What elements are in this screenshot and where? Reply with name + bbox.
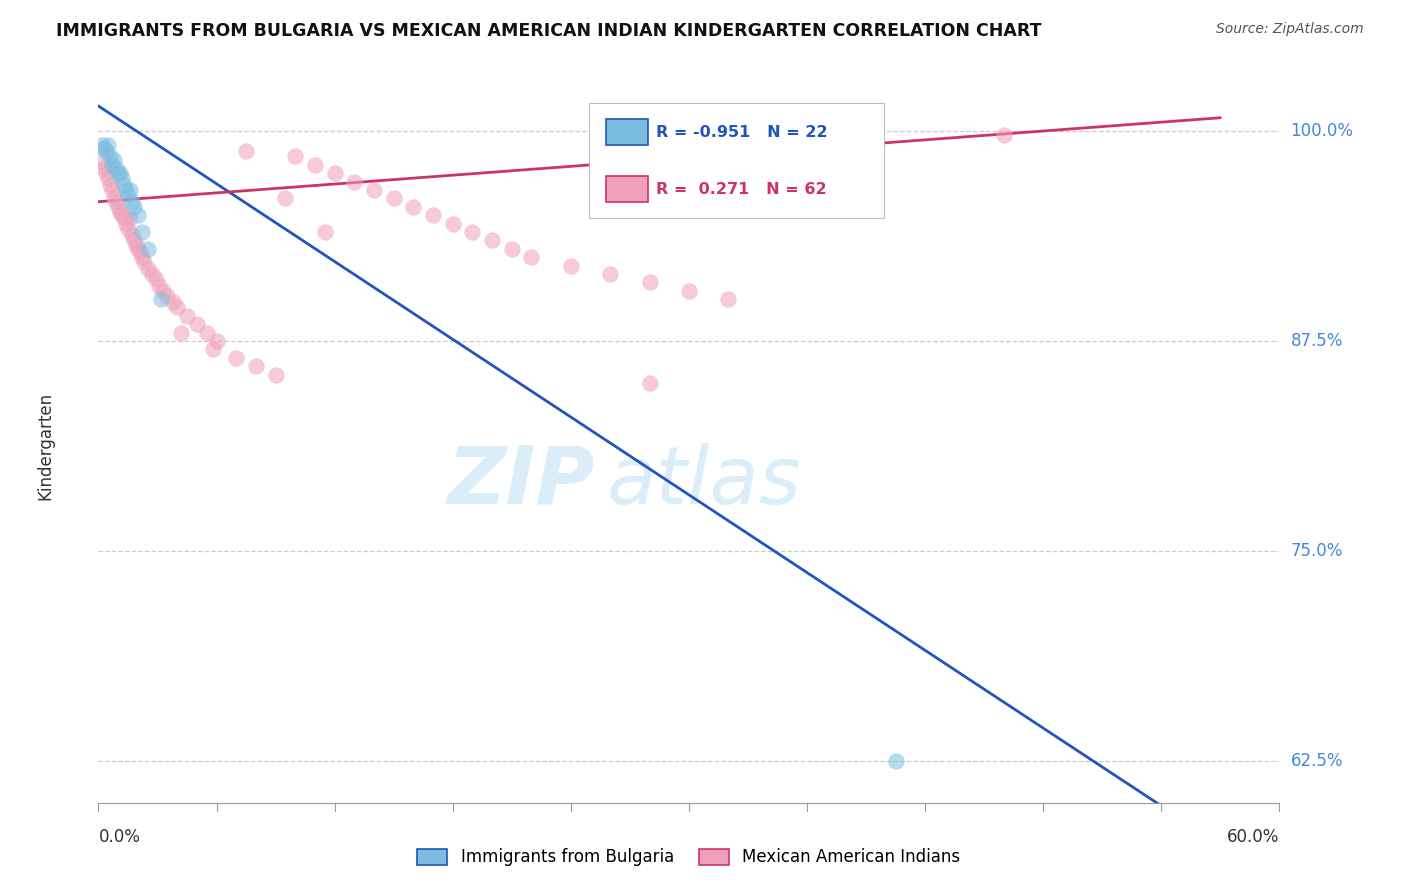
Point [121,194,143,209]
Point [105,194,128,209]
Point [343,175,366,189]
Point [402,200,425,214]
Point [97,137,120,152]
Point [98,149,121,163]
Text: R =  0.271   N = 62: R = 0.271 N = 62 [657,182,827,196]
Point [108,204,131,219]
Point [363,183,385,197]
Point [118,211,141,226]
Point [111,171,134,186]
Point [382,191,405,205]
Point [96,145,118,159]
Point [599,267,621,281]
Point [96,166,118,180]
Point [105,161,128,175]
Point [131,225,153,239]
Point [115,183,138,197]
Point [103,153,125,167]
Point [150,292,173,306]
Point [323,166,346,180]
Point [201,343,224,357]
Text: Source: ZipAtlas.com: Source: ZipAtlas.com [1216,22,1364,37]
Point [103,191,125,205]
Point [152,284,174,298]
Point [205,334,228,348]
Point [145,272,167,286]
Point [117,221,139,235]
Point [112,211,135,226]
Point [108,166,131,180]
Point [127,242,149,256]
Point [156,289,179,303]
Text: 60.0%: 60.0% [1227,828,1279,846]
Point [170,326,193,340]
Point [122,200,145,214]
Point [235,145,257,159]
Point [93,161,115,175]
Point [441,217,464,231]
Point [176,309,198,323]
Point [101,158,124,172]
Point [520,250,543,264]
Point [122,233,145,247]
Text: IMMIGRANTS FROM BULGARIA VS MEXICAN AMERICAN INDIAN KINDERGARTEN CORRELATION CHA: IMMIGRANTS FROM BULGARIA VS MEXICAN AMER… [56,22,1042,40]
Point [186,318,208,332]
Point [993,128,1015,142]
Point [166,301,188,315]
Point [107,166,129,180]
Point [112,178,135,192]
Point [131,250,153,264]
Point [128,245,150,260]
Text: 75.0%: 75.0% [1291,542,1343,560]
Point [127,208,149,222]
Point [195,326,218,340]
Point [284,149,307,163]
Text: 0.0%: 0.0% [98,828,141,846]
Point [136,242,159,256]
Point [111,208,134,222]
Point [136,261,159,276]
Point [107,200,129,214]
Point [225,351,247,365]
Point [91,154,114,169]
Point [132,255,155,269]
Point [91,137,114,152]
Point [264,368,287,382]
Point [481,233,503,247]
Point [93,141,115,155]
Point [638,376,661,390]
Point [141,267,163,281]
Point [115,217,138,231]
Point [560,259,582,273]
Point [101,183,124,197]
Text: 87.5%: 87.5% [1291,332,1343,350]
Point [717,292,740,306]
Point [162,295,184,310]
Text: atlas: atlas [606,442,801,521]
Point [678,284,700,298]
Point [245,359,267,374]
Point [121,228,143,243]
Text: 62.5%: 62.5% [1291,752,1343,770]
Point [638,275,661,289]
Text: Kindergarten: Kindergarten [37,392,55,500]
Point [501,242,523,256]
Point [461,225,484,239]
Point [422,208,444,222]
Text: 100.0%: 100.0% [1291,122,1354,140]
Point [118,183,141,197]
Text: R = -0.951   N = 22: R = -0.951 N = 22 [657,125,828,139]
Point [274,191,297,205]
Point [117,188,139,202]
Point [304,158,326,172]
Legend: Immigrants from Bulgaria, Mexican American Indians: Immigrants from Bulgaria, Mexican Americ… [411,842,967,873]
Point [97,171,120,186]
Point [884,754,907,768]
Point [148,278,170,293]
Point [125,238,148,252]
Point [98,178,121,192]
Point [314,225,336,239]
Text: ZIP: ZIP [447,442,595,521]
